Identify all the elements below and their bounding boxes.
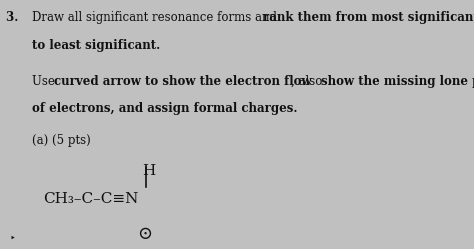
Text: Use: Use — [32, 75, 59, 88]
Text: rank them from most significant: rank them from most significant — [263, 11, 474, 24]
Text: ‣: ‣ — [9, 234, 15, 243]
Text: Draw all significant resonance forms and: Draw all significant resonance forms and — [32, 11, 281, 24]
Text: show the missing lone pair: show the missing lone pair — [321, 75, 474, 88]
Text: ⊙: ⊙ — [137, 225, 152, 243]
Text: , also: , also — [291, 75, 326, 88]
Text: H: H — [142, 164, 155, 178]
Text: CH₃–C–C≡N: CH₃–C–C≡N — [43, 192, 138, 206]
Text: of electrons, and assign formal charges.: of electrons, and assign formal charges. — [32, 102, 298, 115]
Text: curved arrow to show the electron flow: curved arrow to show the electron flow — [54, 75, 311, 88]
Text: to least significant.: to least significant. — [32, 39, 161, 52]
Text: 3.: 3. — [6, 11, 27, 24]
Text: (a) (5 pts): (a) (5 pts) — [32, 134, 91, 147]
